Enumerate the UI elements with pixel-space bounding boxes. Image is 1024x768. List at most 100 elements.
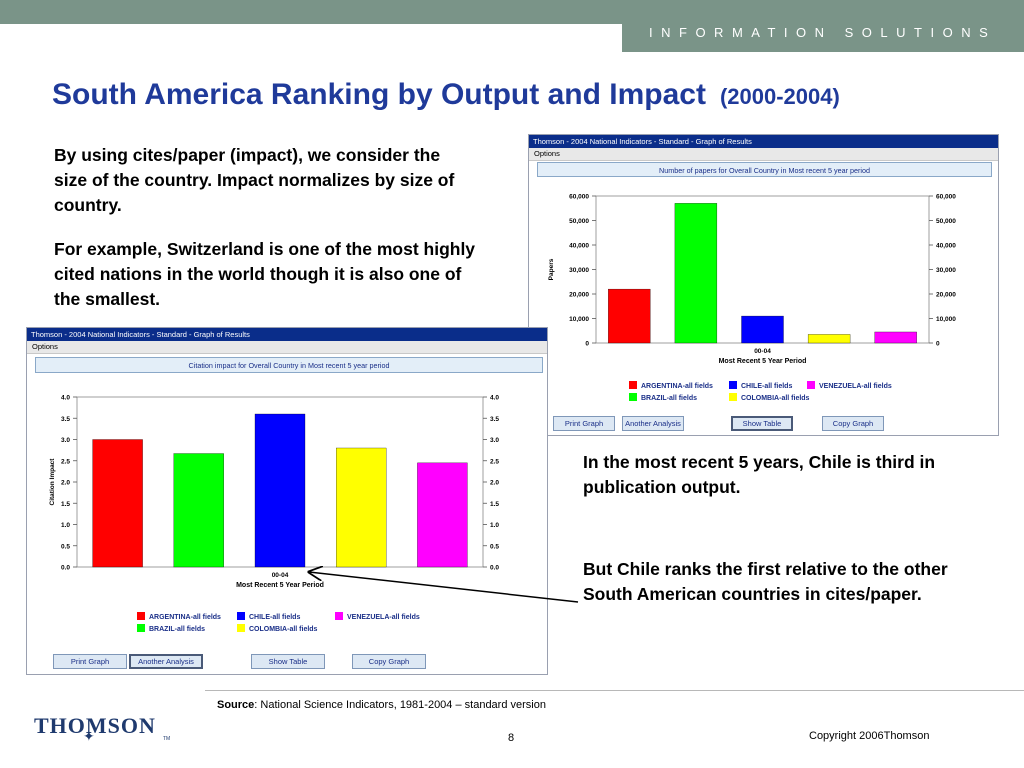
copy-graph-button[interactable]: Copy Graph (352, 654, 426, 669)
legend-label: VENEZUELA-all fields (347, 614, 420, 621)
logo-trademark: TM (163, 736, 171, 742)
legend-item: VENEZUELA-all fields (807, 381, 892, 390)
legend-swatch (729, 381, 737, 389)
y-tick-label-right: 4.0 (490, 395, 499, 402)
y-axis-label: Papers (548, 258, 555, 280)
y-tick-label-left: 20,000 (569, 292, 589, 299)
y-tick-label-right: 20,000 (936, 292, 956, 299)
papers-legend: ARGENTINA-all fields BRAZIL-all fields CHI… (629, 381, 989, 405)
bar-brazil (173, 453, 224, 568)
y-tick-label-left: 2.5 (61, 458, 70, 465)
legend-label: COLOMBIA-all fields (741, 395, 810, 402)
y-tick-label-right: 30,000 (936, 267, 956, 274)
y-tick-label-left: 2.0 (61, 480, 70, 487)
show-table-button[interactable]: Show Table (731, 416, 793, 431)
y-tick-label-right: 1.0 (490, 522, 499, 529)
y-tick-label-right: 1.5 (490, 501, 499, 508)
papers-bar-chart: 60,000 60,000 50,000 50,000 40,000 40,000 30,0… (548, 194, 956, 366)
legend-label: ARGENTINA-all fields (149, 614, 221, 621)
impact-bar-chart: 4.0 4.0 3.5 3.5 3.0 3.0 2.5 2.5 2.0 2.0 1.5 1.5 1.0 1… (49, 395, 499, 590)
print-graph-button[interactable]: Print Graph (53, 654, 127, 669)
papers-graph-window: Thomson - 2004 National Indicators - Sta… (528, 134, 999, 436)
options-menu[interactable]: Options (27, 341, 547, 354)
x-axis-label: Most Recent 5 Year Period (719, 358, 807, 365)
copyright: Copyright 2006Thomson (809, 730, 930, 742)
show-table-button[interactable]: Show Table (251, 654, 325, 669)
legend-item: COLOMBIA-all fields (237, 624, 317, 633)
legend-swatch (335, 612, 343, 620)
window-titlebar: Thomson - 2004 National Indicators - Sta… (529, 135, 998, 148)
legend-label: COLOMBIA-all fields (249, 626, 318, 633)
bar-venezuela (417, 462, 468, 568)
impact-graph-window: Thomson - 2004 National Indicators - Sta… (26, 327, 548, 675)
y-tick-label-right: 2.0 (490, 480, 499, 487)
y-tick-label-right: 3.0 (490, 437, 499, 444)
legend-label: ARGENTINA-all fields (641, 383, 713, 390)
legend-swatch (237, 612, 245, 620)
y-tick-label-left: 0.5 (61, 543, 70, 550)
y-tick-label-left: 0 (585, 341, 589, 348)
chart-header: Number of papers for Overall Country in … (537, 162, 992, 177)
options-menu[interactable]: Options (529, 148, 998, 161)
source-text: : National Science Indicators, 1981-2004… (254, 699, 546, 711)
another-analysis-button[interactable]: Another Analysis (622, 416, 684, 431)
legend-swatch (629, 381, 637, 389)
banner: INFORMATION SOLUTIONS (622, 12, 1024, 52)
y-tick-label-left: 50,000 (569, 218, 589, 225)
legend-item: ARGENTINA-all fields (137, 612, 221, 621)
y-tick-label-right: 3.5 (490, 416, 499, 423)
print-graph-button[interactable]: Print Graph (553, 416, 615, 431)
y-tick-label-left: 3.0 (61, 437, 70, 444)
bar-argentina (92, 439, 143, 568)
x-axis-label: Most Recent 5 Year Period (236, 582, 324, 589)
bar-colombia (807, 334, 851, 344)
y-tick-label-left: 40,000 (569, 243, 589, 250)
legend-item: COLOMBIA-all fields (729, 393, 809, 402)
legend-swatch (629, 393, 637, 401)
y-tick-label-left: 4.0 (61, 395, 70, 402)
legend-swatch (137, 624, 145, 632)
legend-label: BRAZIL-all fields (641, 395, 698, 402)
y-tick-label-right: 2.5 (490, 458, 499, 465)
y-tick-label-right: 40,000 (936, 243, 956, 250)
y-tick-label-right: 0.0 (490, 565, 499, 572)
bar-colombia (336, 447, 387, 568)
legend-item: VENEZUELA-all fields (335, 612, 420, 621)
paragraph-switzerland-example: For example, Switzerland is one of the m… (54, 239, 476, 309)
window-titlebar: Thomson - 2004 National Indicators - Sta… (27, 328, 547, 341)
y-tick-label-right: 0.5 (490, 543, 499, 550)
impact-legend: ARGENTINA-all fields BRAZIL-all fields CHI… (137, 612, 517, 636)
legend-item: ARGENTINA-all fields (629, 381, 713, 390)
copy-graph-button[interactable]: Copy Graph (822, 416, 884, 431)
y-tick-label-left: 1.0 (61, 522, 70, 529)
title-main: South America Ranking by Output and Impa… (52, 78, 706, 111)
legend-label: BRAZIL-all fields (149, 626, 206, 633)
thomson-logo: THOMSON (34, 713, 156, 738)
logo-star-icon: ✦ (83, 728, 95, 744)
paragraph-impact-definition: By using cites/paper (impact), we consid… (54, 145, 455, 215)
chart-header: Citation impact for Overall Country in M… (35, 357, 543, 373)
paragraph-chile-impact: But Chile ranks the first relative to th… (583, 559, 948, 604)
x-category-label: 00-04 (272, 572, 289, 579)
legend-label: VENEZUELA-all fields (819, 383, 892, 390)
legend-item: BRAZIL-all fields (137, 624, 205, 633)
legend-label: CHILE-all fields (249, 614, 301, 621)
bar-argentina (608, 288, 651, 344)
legend-label: CHILE-all fields (741, 383, 793, 390)
source-note: Source: National Science Indicators, 198… (205, 690, 1024, 711)
paragraph-chile-output: In the most recent 5 years, Chile is thi… (583, 452, 936, 497)
x-category-label: 00-04 (754, 348, 771, 355)
bar-chile (741, 315, 784, 344)
y-tick-label-left: 1.5 (61, 501, 70, 508)
legend-swatch (237, 624, 245, 632)
bar-chile (254, 413, 306, 568)
y-tick-label-left: 0.0 (61, 565, 70, 572)
y-tick-label-right: 50,000 (936, 218, 956, 225)
bar-brazil (674, 203, 718, 344)
bar-venezuela (874, 331, 917, 344)
y-tick-label-left: 10,000 (569, 316, 589, 323)
y-tick-label-right: 0 (936, 341, 940, 348)
page-title: South America Ranking by Output and Impa… (52, 78, 840, 112)
another-analysis-button[interactable]: Another Analysis (129, 654, 203, 669)
legend-item: CHILE-all fields (729, 381, 792, 390)
